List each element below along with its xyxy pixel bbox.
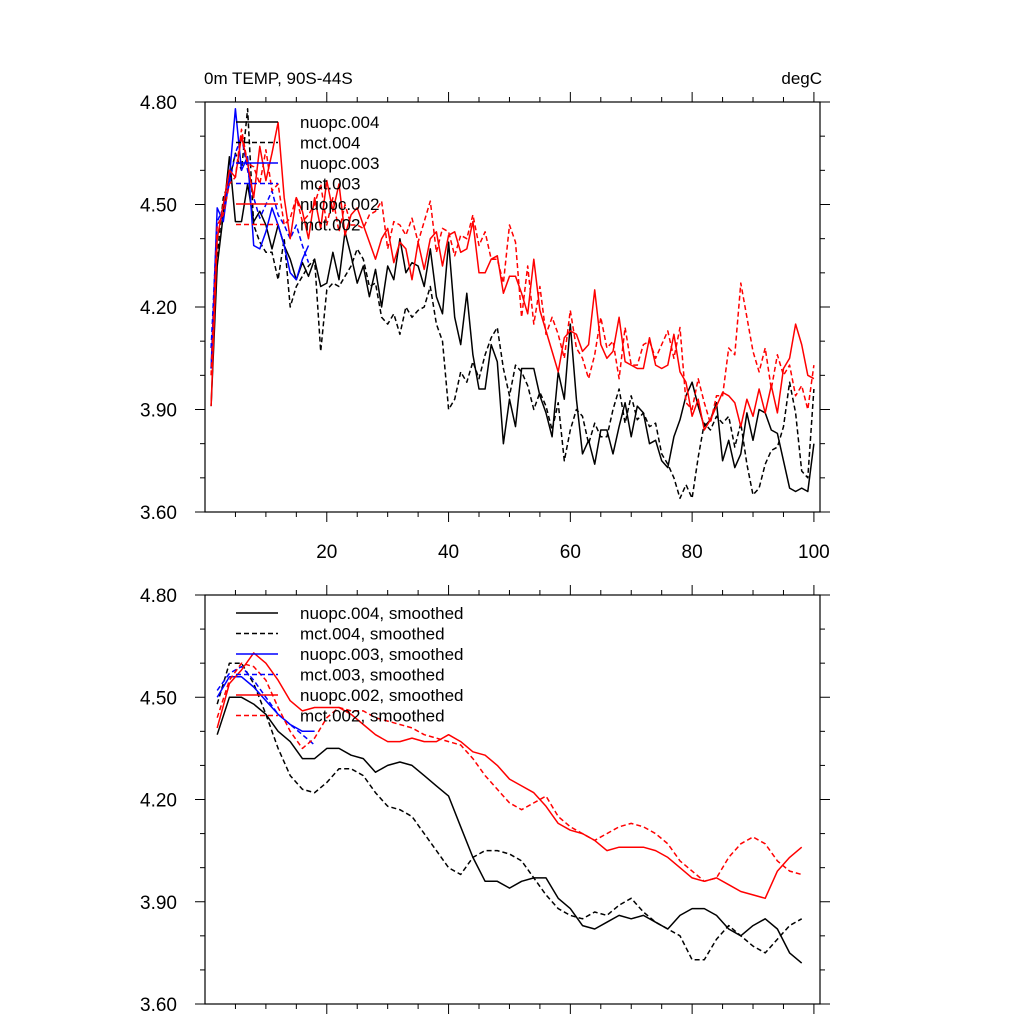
series-line-mct-004-smoothed — [216, 662, 803, 961]
series-line-mct-003 — [210, 135, 310, 349]
legend-label: nuopc.003 — [300, 154, 379, 173]
series-line-mct-004 — [210, 108, 815, 500]
chart-title: 0m TEMP, 90S-44S — [204, 69, 353, 88]
legend-label: nuopc.002, smoothed — [300, 686, 464, 705]
plot-frame — [204, 101, 821, 513]
top-panel: 0m TEMP, 90S-44S degC 3.60 3.90 4.20 4.50 4.… — [140, 69, 830, 563]
plot-frame — [204, 594, 821, 1005]
legend-label: mct.004 — [300, 134, 360, 153]
series-line-mct-003-smoothed — [216, 665, 316, 746]
legend-label: mct.002 — [300, 216, 360, 235]
legend-label: nuopc.004 — [300, 113, 379, 132]
chart-units: degC — [781, 69, 822, 88]
series-line-nuopc-004-smoothed — [216, 696, 803, 964]
x-tick-label: 20 — [316, 542, 337, 563]
x-tick-label: 40 — [438, 542, 459, 563]
legend-label: mct.003 — [300, 175, 360, 194]
legend-label: mct.004, smoothed — [300, 625, 445, 644]
y-tick-label: 4.20 — [140, 791, 177, 812]
series-line-nuopc-003-smoothed — [216, 676, 315, 733]
legend-label: mct.003, smoothed — [300, 666, 445, 685]
legend-label: nuopc.004, smoothed — [300, 604, 464, 623]
bottom-panel: 3.60 3.90 4.20 4.50 4.80 nuopc.004, smoothed m… — [140, 585, 830, 1016]
x-tick-label: 60 — [560, 542, 581, 563]
legend-label: nuopc.003, smoothed — [300, 645, 464, 664]
y-tick-label: 3.90 — [140, 401, 177, 422]
series-line-mct-002 — [210, 128, 815, 424]
y-tick-label: 4.20 — [140, 298, 177, 319]
x-tick-label: 100 — [798, 542, 830, 563]
y-tick-label: 3.90 — [140, 893, 177, 914]
y-tick-label: 4.50 — [140, 688, 177, 709]
y-tick-label: 3.60 — [140, 503, 177, 524]
y-tick-label: 4.50 — [140, 196, 177, 217]
series-line-mct-002-smoothed — [216, 662, 802, 883]
y-tick-label: 3.60 — [140, 995, 177, 1016]
y-tick-label: 4.80 — [140, 586, 177, 607]
x-tick-label: 80 — [682, 542, 703, 563]
legend-label: nuopc.002 — [300, 195, 379, 214]
y-tick-label: 4.80 — [140, 93, 177, 114]
legend-label: mct.002, smoothed — [300, 707, 445, 726]
